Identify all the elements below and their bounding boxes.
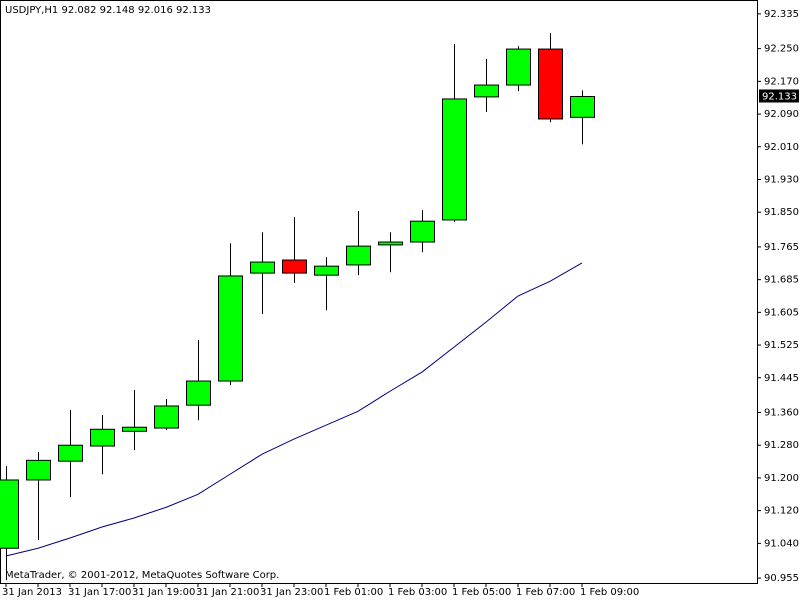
candle-body <box>570 95 595 118</box>
y-tick-label: 90.955 <box>764 573 799 584</box>
y-tick-label: 91.850 <box>764 207 799 218</box>
y-tick-label: 92.090 <box>764 109 799 120</box>
y-tick-label: 91.765 <box>764 242 799 253</box>
plot-frame <box>0 0 758 584</box>
moving-average <box>5 262 583 557</box>
candle-body <box>282 259 307 274</box>
x-tick-label: 31 Jan 2013 <box>2 587 62 598</box>
x-tick-label: 1 Feb 09:00 <box>580 587 639 598</box>
y-tick-label: 91.525 <box>764 340 799 351</box>
x-tick-label: 31 Jan 23:00 <box>260 587 323 598</box>
candle-body <box>474 84 499 98</box>
candle-body <box>442 98 467 221</box>
copyright: MetaTrader, © 2001-2012, MetaQuotes Soft… <box>5 570 279 581</box>
y-tick-label: 92.170 <box>764 76 799 87</box>
candle-body <box>90 428 115 447</box>
y-tick-label: 91.200 <box>764 473 799 484</box>
y-tick-label: 92.250 <box>764 44 799 55</box>
candle-body <box>0 479 19 549</box>
y-tick-label: 92.010 <box>764 142 799 153</box>
y-tick-label: 91.120 <box>764 506 799 517</box>
x-tick-label: 1 Feb 05:00 <box>452 587 511 598</box>
candle-body <box>122 426 147 432</box>
x-tick-label: 31 Jan 21:00 <box>196 587 259 598</box>
x-tick-label: 31 Jan 17:00 <box>68 587 131 598</box>
candle-body <box>378 241 403 246</box>
candle-body <box>538 48 563 120</box>
candle-body <box>26 459 51 481</box>
x-tick-label: 31 Jan 19:00 <box>132 587 195 598</box>
x-tick-label: 1 Feb 07:00 <box>516 587 575 598</box>
chart-title: USDJPY,H1 92.082 92.148 92.016 92.133 <box>5 5 211 16</box>
current-price: 92.133 <box>762 91 797 102</box>
candle-body <box>186 380 211 406</box>
candle-body <box>218 275 243 382</box>
y-tick-label: 91.930 <box>764 174 799 185</box>
candle-body <box>314 265 339 276</box>
y-tick-label: 91.040 <box>764 538 799 549</box>
y-tick-label: 91.445 <box>764 373 799 384</box>
candle-body <box>58 444 83 462</box>
candle-body <box>250 261 275 274</box>
candle-body <box>154 405 179 429</box>
y-tick-label: 91.685 <box>764 275 799 286</box>
y-tick-label: 91.280 <box>764 440 799 451</box>
candle-body <box>346 245 371 266</box>
x-tick-label: 1 Feb 03:00 <box>388 587 447 598</box>
y-tick-label: 91.360 <box>764 408 799 419</box>
y-tick-label: 92.335 <box>764 9 799 20</box>
candle-body <box>506 48 531 86</box>
price-box <box>759 89 799 103</box>
y-tick-label: 91.605 <box>764 307 799 318</box>
x-tick-label: 1 Feb 01:00 <box>324 587 383 598</box>
candle-body <box>410 220 435 243</box>
